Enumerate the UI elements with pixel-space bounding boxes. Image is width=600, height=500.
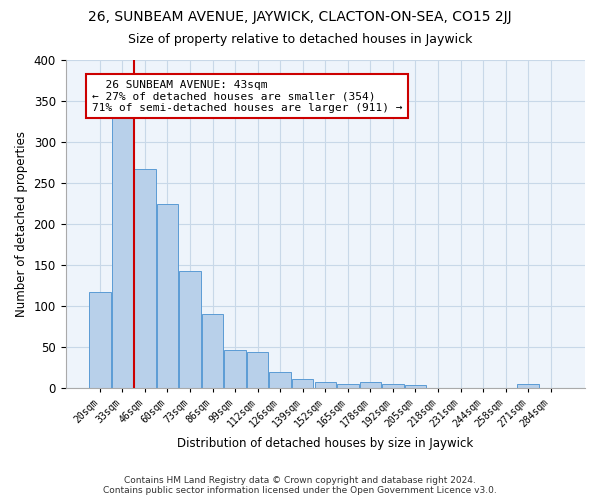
X-axis label: Distribution of detached houses by size in Jaywick: Distribution of detached houses by size … [177,437,473,450]
Text: Size of property relative to detached houses in Jaywick: Size of property relative to detached ho… [128,32,472,46]
Bar [337,384,359,388]
Bar [157,204,178,388]
Bar [269,372,291,388]
Bar [224,350,246,388]
Bar [359,382,381,388]
Bar [202,314,223,388]
Bar [292,380,313,388]
Bar [382,384,404,388]
Text: 26 SUNBEAM AVENUE: 43sqm  
← 27% of detached houses are smaller (354)
71% of sem: 26 SUNBEAM AVENUE: 43sqm ← 27% of detach… [92,80,402,113]
Bar [314,382,336,388]
Bar [112,118,133,388]
Bar [247,352,268,388]
Bar [517,384,539,388]
Y-axis label: Number of detached properties: Number of detached properties [15,131,28,317]
Bar [134,169,155,388]
Text: 26, SUNBEAM AVENUE, JAYWICK, CLACTON-ON-SEA, CO15 2JJ: 26, SUNBEAM AVENUE, JAYWICK, CLACTON-ON-… [88,10,512,24]
Bar [179,272,201,388]
Bar [405,385,426,388]
Bar [89,292,110,388]
Text: Contains HM Land Registry data © Crown copyright and database right 2024.
Contai: Contains HM Land Registry data © Crown c… [103,476,497,495]
